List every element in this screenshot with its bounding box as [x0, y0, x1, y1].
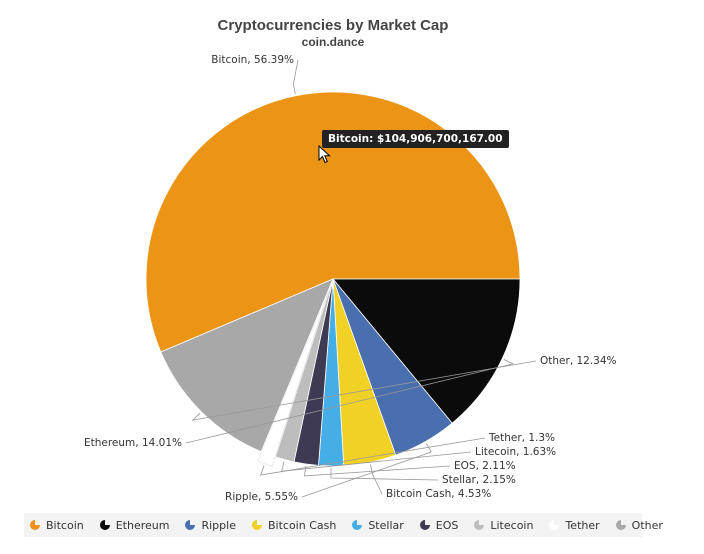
legend-pie-icon — [251, 520, 262, 530]
leader-line-bitcoin-cash — [370, 464, 383, 495]
slice-label-eos: EOS, 2.11% — [454, 460, 516, 472]
legend-item-stellar[interactable]: Stellar — [352, 518, 404, 532]
legend-label: Bitcoin — [46, 518, 84, 532]
legend-pie-icon — [474, 520, 485, 530]
legend-item-ripple[interactable]: Ripple — [185, 519, 236, 532]
leader-line-eos — [303, 465, 451, 477]
slice-tooltip: Bitcoin: $104,906,700,167.00 — [322, 130, 509, 148]
leader-line-other — [191, 360, 537, 421]
leader-line-tether — [260, 437, 486, 476]
slice-ethereum[interactable] — [332, 278, 521, 424]
slice-label-tether: Tether, 1.3% — [488, 432, 555, 444]
legend-label: Ethereum — [115, 518, 170, 532]
legend-pie-icon — [99, 520, 110, 530]
legend-label: Bitcoin Cash — [267, 518, 337, 532]
slice-label-bitcoin: Bitcoin, 56.39% — [211, 54, 294, 66]
legend-pie-icon — [615, 520, 626, 530]
legend-item-eos[interactable]: EOS — [419, 518, 459, 532]
slice-label-stellar: Stellar, 2.15% — [442, 474, 516, 486]
legend-item-other[interactable]: Other — [615, 518, 663, 532]
legend-pie-icon — [549, 520, 560, 530]
legend-item-tether[interactable]: Tether — [549, 518, 600, 532]
mouse-cursor-icon — [318, 145, 331, 164]
legend-pie-icon — [30, 520, 40, 530]
legend-label: Other — [631, 518, 663, 532]
legend-pie-icon — [352, 520, 363, 530]
slice-other[interactable] — [160, 278, 334, 453]
legend-item-litecoin[interactable]: Litecoin — [474, 519, 533, 532]
legend-label: Tether — [565, 518, 600, 532]
chart-legend: Bitcoin Ethereum Ripple Bitcoin Cash Stellar… — [24, 513, 663, 537]
pie-labels: Bitcoin, 56.39% Ethereum, 14.01% Ripple, 5… — [84, 54, 617, 503]
legend-label: Ripple — [201, 518, 236, 532]
leader-line-ripple — [301, 443, 432, 498]
slice-label-ethereum: Ethereum, 14.01% — [84, 437, 182, 449]
pie-slices — [145, 91, 521, 467]
slice-label-other: Other, 12.34% — [540, 355, 617, 367]
legend-item-bitcoin[interactable]: Bitcoin — [30, 519, 84, 532]
legend-item-bitcoin-cash[interactable]: Bitcoin Cash — [251, 518, 337, 532]
slice-tether[interactable] — [257, 288, 330, 467]
slice-label-ripple: Ripple, 5.55% — [225, 491, 298, 503]
legend-pie-icon — [185, 520, 196, 530]
leader-line-ethereum — [185, 359, 515, 444]
slice-label-bitcoin-cash: Bitcoin Cash, 4.53% — [386, 488, 491, 500]
slice-bitcoin[interactable] — [145, 91, 521, 353]
legend-pie-icon — [419, 520, 430, 530]
chart-title: Cryptocurrencies by Market Cap — [218, 17, 449, 34]
leader-line-stellar — [330, 467, 439, 481]
legend-item-ethereum[interactable]: Ethereum — [99, 518, 170, 532]
legend-label: EOS — [435, 518, 459, 532]
legend-label: Litecoin — [490, 518, 534, 532]
chart-subtitle: coin.dance — [302, 35, 365, 49]
legend-label: Stellar — [368, 518, 404, 532]
slice-label-litecoin: Litecoin, 1.63% — [475, 446, 556, 458]
slice-litecoin[interactable] — [274, 278, 334, 463]
leader-line-bitcoin — [292, 59, 299, 94]
